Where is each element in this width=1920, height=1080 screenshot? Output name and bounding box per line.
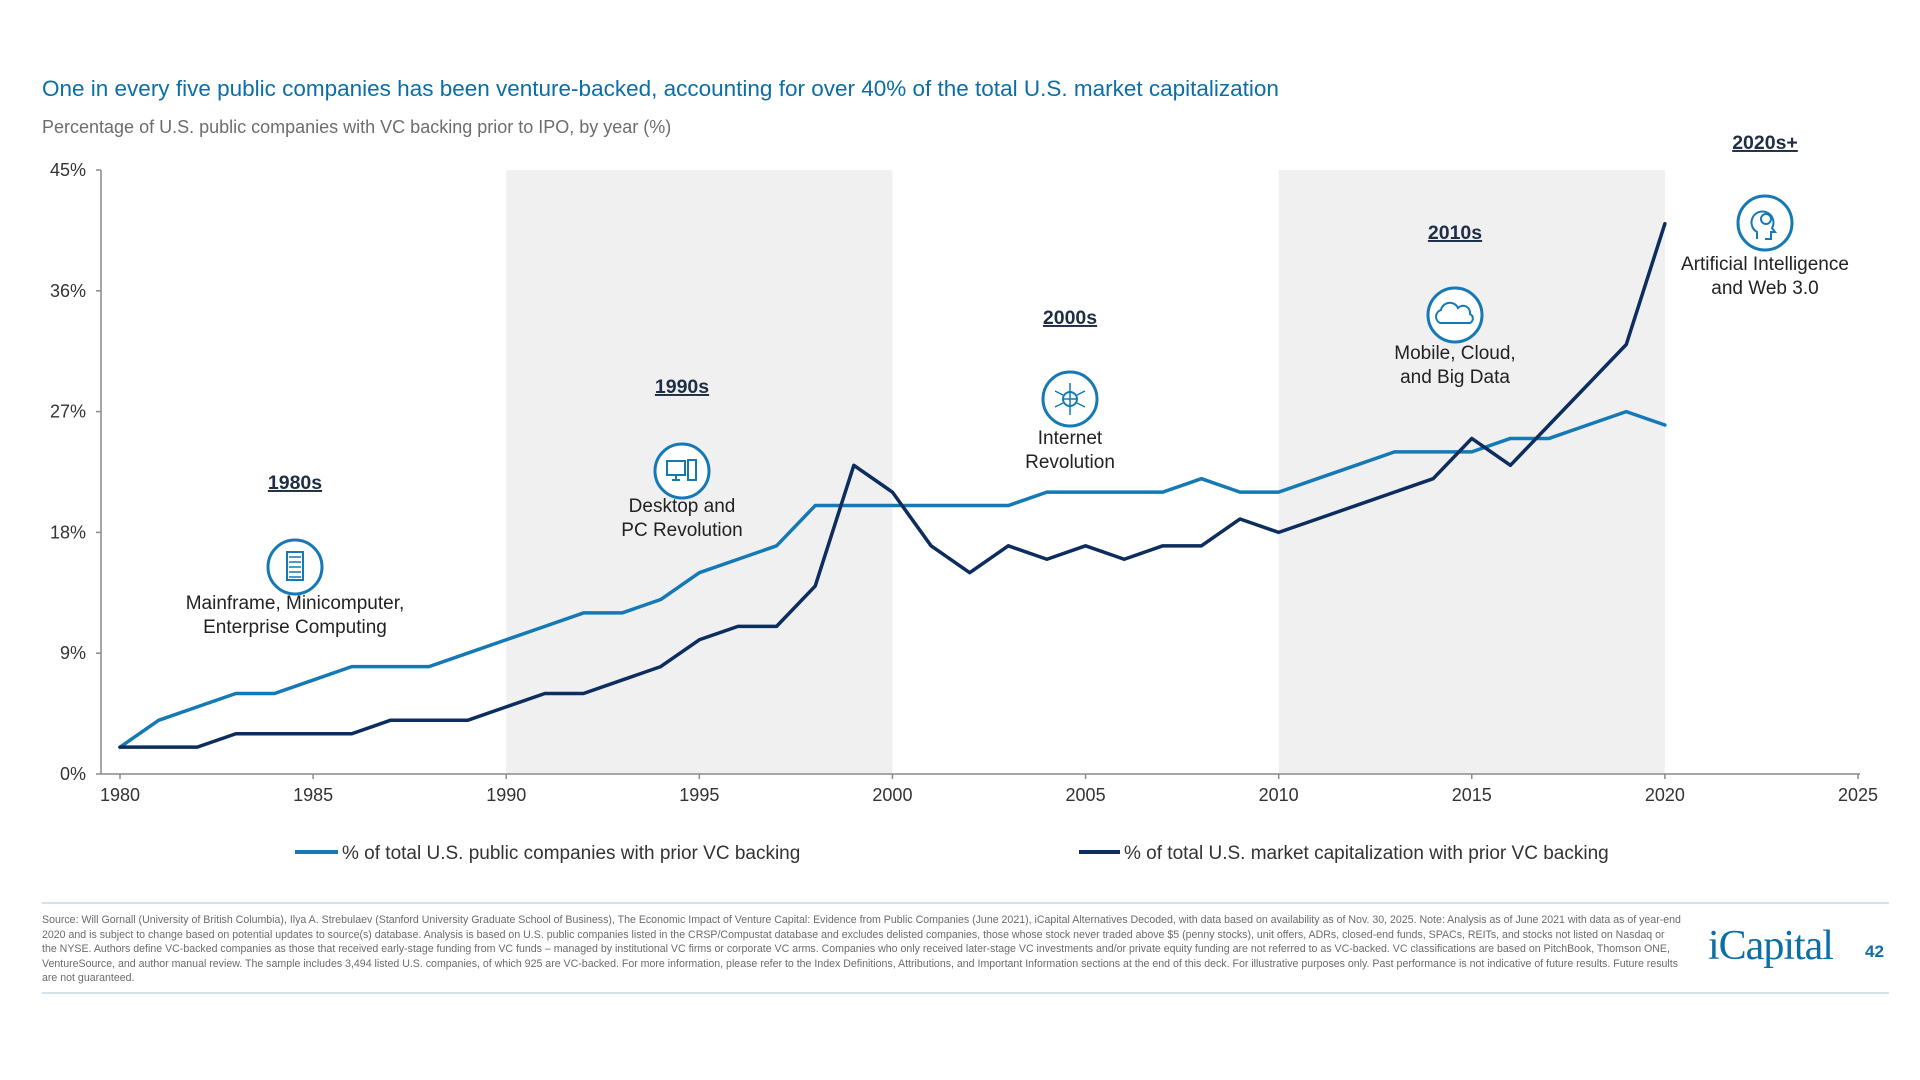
annotation-2000s: 2000s Internet Revolution [1025, 307, 1115, 473]
desktop-pc-icon [653, 442, 711, 500]
annotation-1990s: 1990s Desktop and PC Revolution [621, 376, 742, 541]
x-tick-label: 1980 [100, 785, 140, 805]
era-annotations: 1980s Mainframe, Minicomputer, Enterprise … [186, 132, 1849, 638]
footer-bottom-divider [42, 992, 1889, 994]
y-tick-label: 0% [60, 764, 86, 784]
source-note: Source: Will Gornall (University of Brit… [42, 914, 1681, 985]
shaded-band [1278, 170, 1665, 774]
era-description-line: Artificial Intelligence [1681, 254, 1849, 275]
globe-network-icon [1041, 370, 1099, 428]
annotation-2010s: 2010s Mobile, Cloud, and Big Data [1394, 222, 1515, 388]
x-tick-label: 2010 [1259, 785, 1299, 805]
era-label: 1990s [655, 376, 709, 398]
era-label: 1980s [268, 472, 322, 494]
footer-top-divider [42, 902, 1889, 904]
era-description-line: PC Revolution [621, 520, 742, 541]
x-tick-label: 2020 [1645, 785, 1685, 805]
series-lines [118, 221, 1667, 749]
x-tick-label: 2005 [1066, 785, 1106, 805]
server-icon [266, 538, 324, 596]
x-tick-label: 1995 [679, 785, 719, 805]
y-tick-label: 36% [50, 281, 86, 301]
chart-subtitle: Percentage of U.S. public companies with… [42, 117, 672, 137]
y-tick-label: 18% [50, 522, 86, 542]
era-description-line: and Web 3.0 [1711, 278, 1818, 299]
icapital-logo: iCapital [1708, 923, 1834, 969]
legend: % of total U.S. public companies with pr… [295, 843, 1609, 864]
cloud-icon [1426, 286, 1484, 344]
annotation-1980s: 1980s Mainframe, Minicomputer, Enterprise … [186, 472, 405, 638]
era-description-line: Mobile, Cloud, [1394, 343, 1515, 364]
era-description-line: Internet [1038, 428, 1103, 449]
y-tick-label: 27% [50, 402, 86, 422]
x-tick-label: 2000 [872, 785, 912, 805]
era-description-line: and Big Data [1400, 367, 1510, 388]
ai-head-gear-icon [1736, 194, 1794, 252]
legend-label: % of total U.S. market capitalization wi… [1124, 843, 1609, 864]
legend-label: % of total U.S. public companies with pr… [342, 843, 800, 864]
page-title: One in every five public companies has b… [42, 76, 1279, 101]
annotation-2020s-plus: 2020s+ Artificial Intelligence and Web 3.0 [1681, 132, 1849, 299]
era-description-line: Desktop and [629, 496, 736, 517]
era-label: 2010s [1428, 222, 1482, 244]
era-label: 2000s [1043, 307, 1097, 329]
era-description-line: Revolution [1025, 452, 1115, 473]
x-tick-label: 1985 [293, 785, 333, 805]
era-description-line: Enterprise Computing [203, 617, 387, 638]
y-tick-label: 45% [50, 160, 86, 180]
line-chart: 0% 9% 18% 27% 36% 45% 1980 1985 1990 1995 2000 2005… [50, 132, 1878, 864]
x-tick-label: 1990 [486, 785, 526, 805]
x-tick-label: 2025 [1838, 785, 1878, 805]
era-description-line: Mainframe, Minicomputer, [186, 593, 405, 614]
y-tick-label: 9% [60, 643, 86, 663]
axes: 0% 9% 18% 27% 36% 45% 1980 1985 1990 1995 2000 2005… [50, 160, 1878, 805]
era-label: 2020s+ [1732, 132, 1798, 154]
x-tick-label: 2015 [1452, 785, 1492, 805]
page-number: 42 [1865, 942, 1884, 961]
